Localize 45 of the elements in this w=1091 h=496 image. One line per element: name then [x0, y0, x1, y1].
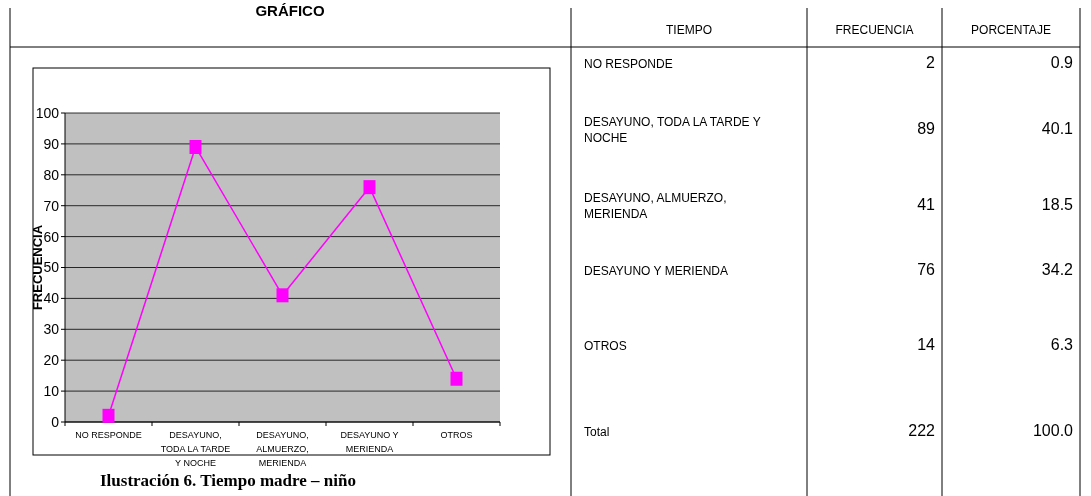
- text: Ilustración 6. Tiempo madre – niño: [100, 471, 356, 490]
- y-tick-label: 10: [43, 383, 60, 399]
- x-tick-label: DESAYUNO, TODA LA TARDE Y NOCHE: [160, 430, 231, 468]
- x-tick-label: OTROS: [440, 430, 473, 440]
- data-label: 100.0: [1032, 422, 1074, 439]
- x-tick-label: DESAYUNO, ALMUERZO, MERIENDA: [256, 430, 309, 468]
- data-label: 89: [917, 120, 936, 137]
- y-tick-label: 100: [35, 104, 60, 121]
- point: [363, 180, 376, 195]
- category-label: DESAYUNO, ALMUERZO, MERIENDA: [584, 191, 727, 221]
- category-label: NO RESPONDE: [584, 57, 673, 71]
- y-tick-label: 20: [43, 352, 60, 369]
- point: [276, 288, 289, 303]
- y-axis-title: FRECUENCIA: [30, 224, 45, 311]
- y-tick-label: 90: [43, 135, 60, 152]
- chart-title: GRÁFICO: [255, 2, 325, 19]
- data-label: 0.9: [1050, 54, 1074, 71]
- y-tick-label: 60: [43, 228, 60, 245]
- category-label: DESAYUNO, TODA LA TARDE Y NOCHE: [584, 115, 761, 145]
- data-label: 2: [926, 54, 936, 71]
- data-label: 41: [917, 196, 936, 213]
- data-label: 14: [917, 336, 936, 353]
- text: TIEMPO: [665, 23, 713, 37]
- text: PORCENTAJE: [971, 23, 1051, 37]
- data-label: 222: [908, 422, 936, 439]
- category-label: OTROS: [584, 339, 627, 353]
- data-label: 34.2: [1041, 261, 1074, 278]
- category-label: Total: [584, 425, 610, 439]
- y-tick-label: 30: [43, 321, 60, 338]
- category-label: DESAYUNO Y MERIENDA: [584, 264, 729, 278]
- y-tick-label: 50: [43, 259, 60, 276]
- point: [102, 408, 115, 423]
- x-tick-label: DESAYUNO Y MERIENDA: [340, 430, 399, 454]
- y-tick-label: 0: [51, 413, 60, 430]
- data-label: 6.3: [1050, 336, 1074, 353]
- y-tick-label: 70: [43, 197, 60, 214]
- data-label: 18.5: [1041, 196, 1074, 213]
- x-tick-label: NO RESPONDE: [75, 430, 142, 440]
- data-label: 40.1: [1041, 120, 1074, 137]
- y-tick-label: 40: [43, 290, 60, 307]
- data-label: 76: [917, 261, 936, 278]
- y-tick-label: 80: [43, 166, 60, 183]
- point: [189, 139, 202, 154]
- text: FRECUENCIA: [835, 23, 914, 37]
- point: [450, 371, 463, 386]
